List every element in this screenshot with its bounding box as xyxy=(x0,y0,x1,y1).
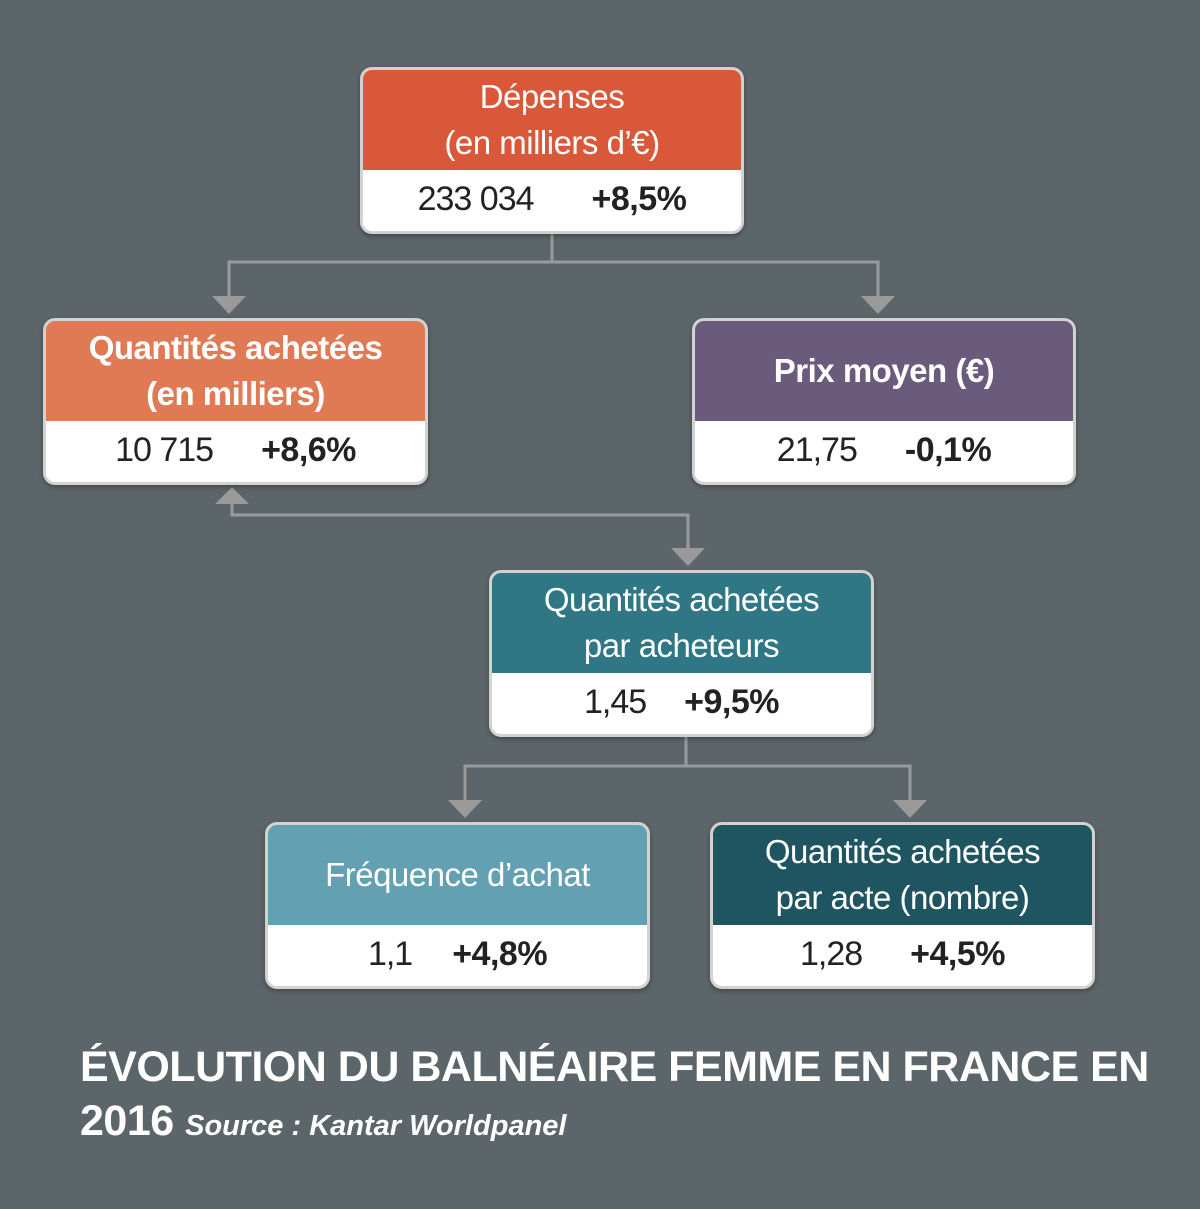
card-qpa-title-line2: par acheteurs xyxy=(583,627,780,664)
card-acte-change: +4,5% xyxy=(910,934,1006,973)
card-acte-value: 1,28 xyxy=(799,934,863,973)
card-depenses-header: Dépenses (en milliers d’€) xyxy=(363,70,741,170)
card-quantites-par-acheteurs: Quantités achetées par acheteurs 1,45 +9… xyxy=(489,570,874,737)
arrow-down-prix xyxy=(861,296,895,314)
arrow-down-frequence xyxy=(448,800,482,818)
caption-source: Source : Kantar Worldpanel xyxy=(185,1110,567,1142)
card-depenses: Dépenses (en milliers d’€) 233 034 +8,5% xyxy=(360,67,744,234)
card-prix-title: Prix moyen (€) xyxy=(773,352,995,389)
card-acte-title-line2: par acte (nombre) xyxy=(775,879,1030,916)
card-prix-change: -0,1% xyxy=(904,430,992,469)
card-quantites-header: Quantités achetées (en milliers) xyxy=(46,321,425,421)
card-frequence-body: 1,1 +4,8% xyxy=(268,925,647,983)
card-quantites-body: 10 715 +8,6% xyxy=(46,421,425,479)
card-depenses-body: 233 034 +8,5% xyxy=(363,170,741,228)
card-quantites-value: 10 715 xyxy=(115,430,214,469)
card-frequence-achat: Fréquence d’achat 1,1 +4,8% xyxy=(265,822,650,989)
arrow-up-quantites xyxy=(215,487,249,504)
arrow-down-acte xyxy=(893,800,927,818)
card-qpa-header: Quantités achetées par acheteurs xyxy=(492,573,871,673)
card-prix-value: 21,75 xyxy=(776,430,858,469)
card-frequence-header: Fréquence d’achat xyxy=(268,825,647,925)
card-prix-moyen: Prix moyen (€) 21,75 -0,1% xyxy=(692,318,1076,485)
card-frequence-title: Fréquence d’achat xyxy=(325,856,590,893)
card-quantites-title-line1: Quantités achetées xyxy=(88,329,383,366)
card-qpa-change: +9,5% xyxy=(684,682,780,721)
card-frequence-change: +4,8% xyxy=(452,934,548,973)
card-depenses-change: +8,5% xyxy=(591,179,687,218)
card-depenses-title-line2: (en milliers d’€) xyxy=(444,124,660,161)
card-acte-title-line1: Quantités achetées xyxy=(764,833,1041,870)
arrow-down-quantites xyxy=(212,296,246,314)
card-depenses-value: 233 034 xyxy=(417,179,535,218)
card-acte-body: 1,28 +4,5% xyxy=(713,925,1092,983)
card-qpa-body: 1,45 +9,5% xyxy=(492,673,871,731)
caption: ÉVOLUTION DU BALNÉAIRE FEMME EN FRANCE E… xyxy=(80,1040,1160,1153)
card-prix-header: Prix moyen (€) xyxy=(695,321,1073,421)
connector-qpa-split xyxy=(463,737,912,802)
connector-qpa-to-quantites xyxy=(230,502,690,550)
card-qpa-title-line1: Quantités achetées xyxy=(543,581,820,618)
card-frequence-value: 1,1 xyxy=(367,934,413,973)
card-acte-header: Quantités achetées par acte (nombre) xyxy=(713,825,1092,925)
card-quantites-par-acte: Quantités achetées par acte (nombre) 1,2… xyxy=(710,822,1095,989)
card-prix-body: 21,75 -0,1% xyxy=(695,421,1073,479)
card-quantites: Quantités achetées (en milliers) 10 715 … xyxy=(43,318,428,485)
card-qpa-value: 1,45 xyxy=(583,682,647,721)
arrow-down-qpa xyxy=(671,548,705,566)
card-quantites-title-line2: (en milliers) xyxy=(146,375,325,412)
card-depenses-title-line1: Dépenses xyxy=(479,78,625,115)
card-quantites-change: +8,6% xyxy=(261,430,356,469)
connector-depenses-split xyxy=(227,234,880,298)
caption-title: ÉVOLUTION DU BALNÉAIRE FEMME EN FRANCE E… xyxy=(80,1043,1149,1145)
